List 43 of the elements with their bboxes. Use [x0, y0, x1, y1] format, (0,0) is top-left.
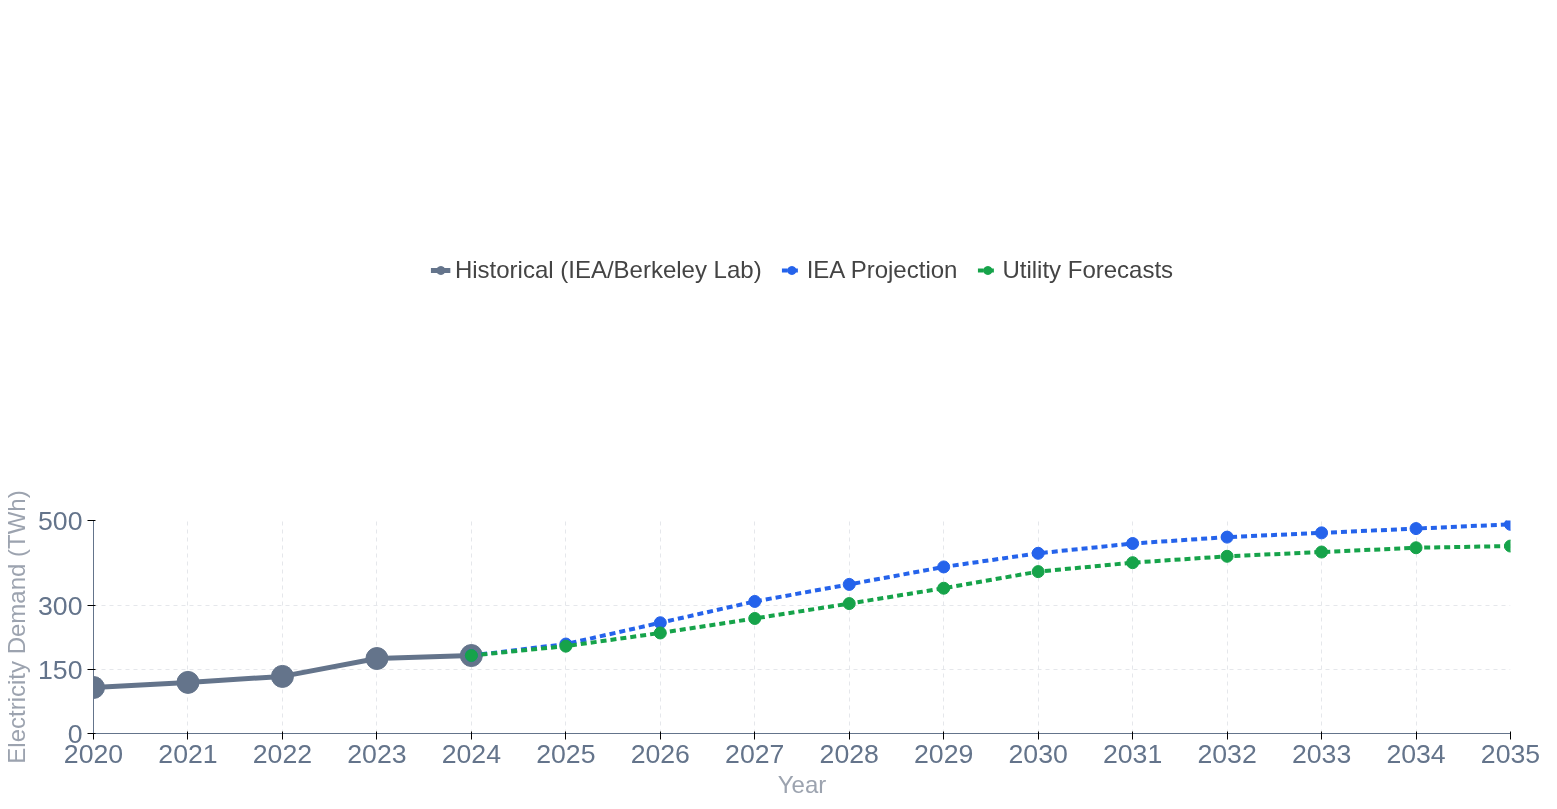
legend-label: Utility Forecasts: [1002, 256, 1174, 284]
x-axis-title: Year: [777, 770, 827, 798]
x-tick-label: 2033: [1291, 738, 1352, 769]
x-tick-label: 2032: [1197, 738, 1257, 769]
point: [1220, 549, 1234, 563]
point: [748, 594, 762, 608]
x-tick-label: 2025: [536, 738, 596, 769]
x-tick-label: 2030: [1008, 738, 1068, 769]
legend-label: Historical (IEA/Berkeley Lab): [454, 256, 762, 284]
x-tick-label: 2029: [914, 738, 974, 769]
legend-label: IEA Projection: [806, 256, 958, 284]
point: [1031, 565, 1045, 579]
point: [1031, 546, 1045, 560]
x-tick-label: 2028: [819, 738, 879, 769]
point: [1315, 526, 1329, 540]
x-tick-label: 2026: [630, 738, 690, 769]
point: [1126, 537, 1140, 550]
point: [653, 626, 667, 640]
point: [365, 647, 389, 670]
point: [937, 581, 951, 595]
point: [842, 597, 856, 611]
point: [176, 670, 200, 694]
x-tick-label: 2034: [1386, 738, 1446, 769]
point: [748, 611, 762, 625]
point: [1220, 530, 1234, 544]
x-tick-label: 2035: [1480, 738, 1541, 769]
y-tick-label: 300: [38, 590, 83, 621]
point: [1409, 541, 1423, 555]
x-tick-label: 2027: [725, 738, 785, 769]
point: [937, 560, 951, 574]
point: [1315, 545, 1329, 559]
point: [1126, 556, 1140, 570]
x-tick-label: 2023: [347, 738, 407, 769]
x-tick-label: 2021: [158, 738, 218, 769]
x-tick-label: 2022: [252, 738, 313, 769]
x-tick-label: 2024: [441, 738, 502, 769]
x-tick-label: 2031: [1102, 738, 1163, 769]
point: [842, 577, 856, 591]
y-tick-label: 150: [38, 654, 83, 685]
y-axis-title: Electricity Demand (TWh): [3, 490, 31, 764]
point: [1409, 522, 1423, 536]
point: [270, 664, 294, 688]
y-tick-label: 500: [38, 505, 83, 536]
